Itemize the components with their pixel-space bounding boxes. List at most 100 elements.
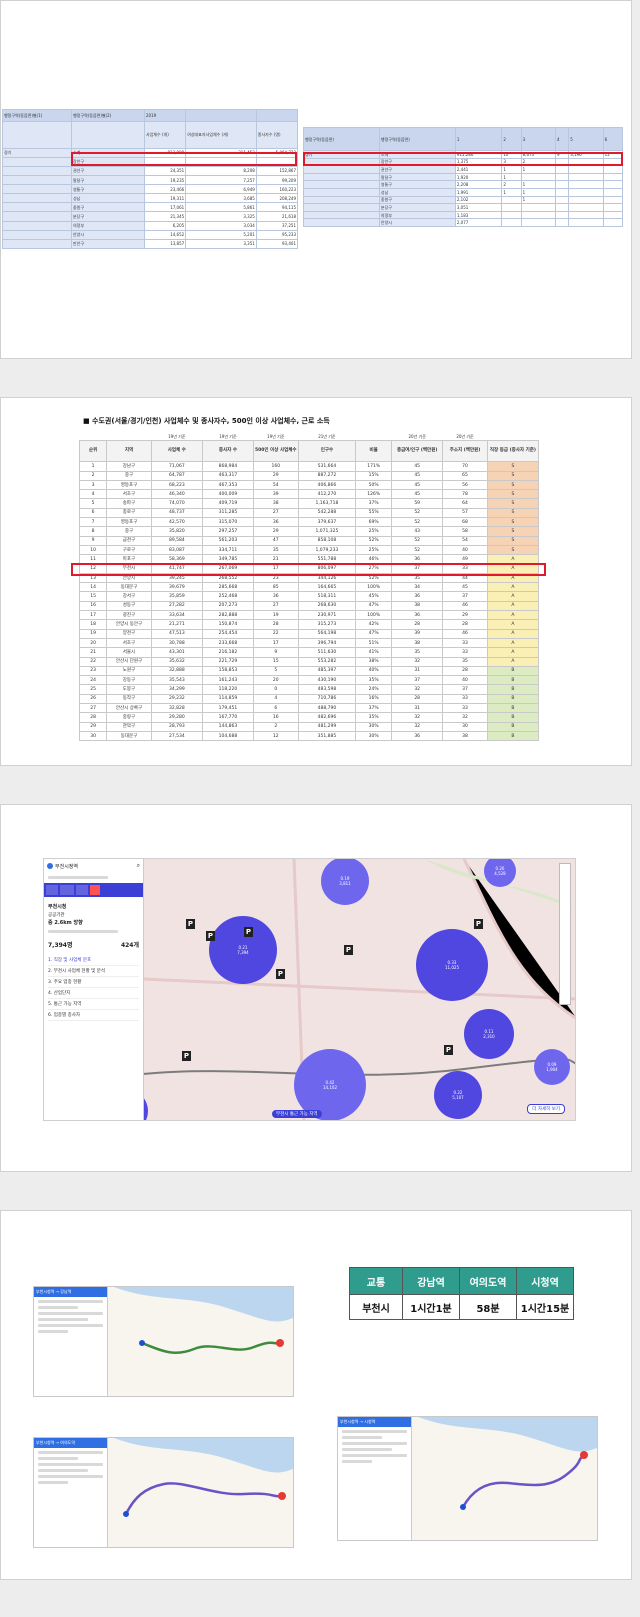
pivot-group-cell	[2, 202, 72, 213]
ranking-cell: 297,257	[201, 526, 255, 537]
ranking-cell: 104,688	[201, 730, 255, 742]
right-chip[interactable]: 더 자세히 보기	[527, 1104, 565, 1114]
parking-pin[interactable]: P	[444, 1045, 453, 1055]
ranking-header-cell: 사업체 수	[150, 440, 203, 463]
search-row: 부천시청역 ⌕	[44, 859, 143, 873]
ranking-cell: 금천구	[106, 535, 152, 546]
ranking-cell: 27	[253, 600, 299, 612]
ranking-cell: 483,598	[297, 684, 357, 695]
ranking-row: 19 양천구 47,513 254,454 22 564,198 47% 39 46 A	[78, 628, 540, 639]
category-tabs[interactable]	[44, 883, 143, 897]
ranking-cell: 강서구	[106, 591, 152, 602]
parking-pin[interactable]: P	[276, 969, 285, 979]
ranking-cell: 39,679	[150, 582, 203, 593]
pivot-cell	[602, 172, 624, 182]
panel-list-item[interactable]: 3. 주요 업종 현황	[48, 977, 139, 988]
search-icon[interactable]: ⌕	[136, 862, 140, 869]
map-controls[interactable]	[559, 863, 571, 1005]
density-bubble[interactable]: 0.33 11,025	[416, 929, 488, 1001]
ranking-cell: 74,070	[150, 498, 203, 509]
value-cell: 부천시	[349, 1294, 403, 1320]
panel-list-item[interactable]: 6. 업종별 종사자	[48, 1010, 139, 1021]
density-bubble[interactable]: 0.22 5,107	[434, 1071, 482, 1119]
ranking-cell: 27	[253, 507, 299, 519]
ranking-cell: 47,513	[150, 628, 203, 639]
ranking-cell: 5	[78, 498, 108, 509]
pivot-cell: 24,351	[143, 165, 187, 176]
panel-list-item[interactable]: 4. 산업단지	[48, 988, 139, 999]
ranking-cell: 38	[391, 600, 444, 612]
year-label-cell	[356, 432, 392, 441]
ranking-cell: 38%	[355, 656, 393, 667]
grade-cell: A	[486, 610, 540, 621]
density-bubble[interactable]: 0.19 3,811	[321, 859, 369, 905]
route-search[interactable]: 부천시청역 → 강남역	[34, 1287, 107, 1297]
route-search[interactable]: 부천시청역 → 여의도역	[34, 1438, 107, 1448]
bottom-chip[interactable]: 부천시 통근 가능 지역	[272, 1110, 322, 1118]
ranking-cell: 710,786	[297, 693, 357, 705]
ranking-cell: 47	[253, 535, 299, 546]
pivot-cell: 1	[501, 187, 522, 197]
ranking-cell: 161,243	[201, 675, 255, 686]
pivot-cell: 95,233	[255, 229, 299, 240]
pivot-cell: 6,949	[185, 184, 257, 195]
ranking-cell: 29	[253, 470, 299, 481]
pivot-cell: 19,311	[143, 193, 187, 204]
density-bubble[interactable]: 0.42 14,102	[294, 1049, 366, 1120]
ranking-row: 18 안양시 동안구 21,271 150,874 28 315,273 42% 28 28 A	[78, 619, 540, 630]
ranking-cell: 28	[442, 665, 488, 677]
ranking-cell: 31	[391, 665, 444, 677]
pivot-cell: 중원구	[378, 195, 456, 205]
parking-pin[interactable]: P	[182, 1051, 191, 1061]
density-bubble[interactable]: 0.09 1,904	[534, 1049, 570, 1085]
density-bubble[interactable]: 0.11 2,310	[464, 1009, 514, 1059]
ranking-cell: 4	[78, 489, 108, 500]
ranking-cell: 463,317	[201, 470, 255, 481]
ranking-cell: 25%	[355, 544, 393, 556]
ranking-cell: 29	[253, 526, 299, 537]
parking-pin[interactable]: P	[474, 919, 483, 929]
parking-pin[interactable]: P	[186, 919, 195, 929]
ranking-cell: 40%	[355, 665, 393, 677]
route-search[interactable]: 부천시청역 → 시청역	[338, 1417, 411, 1427]
panel-list-item[interactable]: 5. 통근 가능 지역	[48, 999, 139, 1010]
grade-cell: B	[486, 665, 540, 677]
ranking-cell: 노원구	[106, 665, 152, 677]
ranking-cell: 64	[442, 498, 488, 509]
parking-pin[interactable]: P	[244, 927, 253, 937]
pivot-cell: 37,251	[255, 220, 299, 231]
ranking-cell: 32	[442, 712, 488, 723]
pivot-row: 안양시 14,652 5,201 95,233	[2, 229, 299, 240]
pivot-row: 분당구 3,051	[303, 203, 624, 212]
pivot-row: 경기 소계 915,286 10 8,673 9 3,196 12	[303, 150, 624, 159]
ranking-cell: 5	[253, 665, 299, 677]
search-input[interactable]: 부천시청역	[55, 863, 79, 870]
ranking-cell: 안산시 단원구	[106, 656, 152, 667]
pivot-header-cell: 4	[555, 127, 570, 151]
parking-pin[interactable]: P	[206, 931, 215, 941]
pivot-cell: 분당구	[378, 203, 456, 212]
bubble-sub: 3,811	[339, 881, 351, 886]
ranking-cell: 15	[253, 656, 299, 667]
pivot-cell	[602, 165, 624, 174]
pivot-cell	[555, 165, 570, 174]
ranking-cell: 54	[442, 535, 488, 546]
pivot-row: 분당구 21,345 3,325 21,618	[2, 211, 299, 222]
ranking-cell: 334,711	[201, 544, 255, 556]
density-bubble[interactable]: 0.21 7,394	[209, 916, 277, 984]
pivot-group-cell	[2, 220, 72, 231]
ranking-cell: 중구	[106, 470, 152, 481]
ranking-cell: 89,584	[150, 535, 203, 546]
panel-list-item[interactable]: 2. 부천시 사업체 현황 및 분석	[48, 966, 139, 977]
pivot-cell: 안양시	[71, 229, 145, 240]
pivot-cell	[520, 218, 557, 227]
pivot-cell: 2	[501, 180, 522, 189]
pivot-cell: 6,205	[143, 220, 187, 231]
pivot-header-row: 행정구역(동읍면)별(1) 행정구역(동읍면)별(2) 2019	[2, 109, 299, 122]
panel-list-item[interactable]: 1. 직장 및 사업체 분포	[48, 955, 139, 966]
parking-pin[interactable]: P	[344, 945, 353, 955]
density-bubble[interactable]: 0.26 4,528	[484, 859, 516, 887]
ranking-cell: 56	[442, 479, 488, 491]
ranking-cell: 도봉구	[106, 684, 152, 695]
ranking-cell: 45	[391, 489, 444, 500]
